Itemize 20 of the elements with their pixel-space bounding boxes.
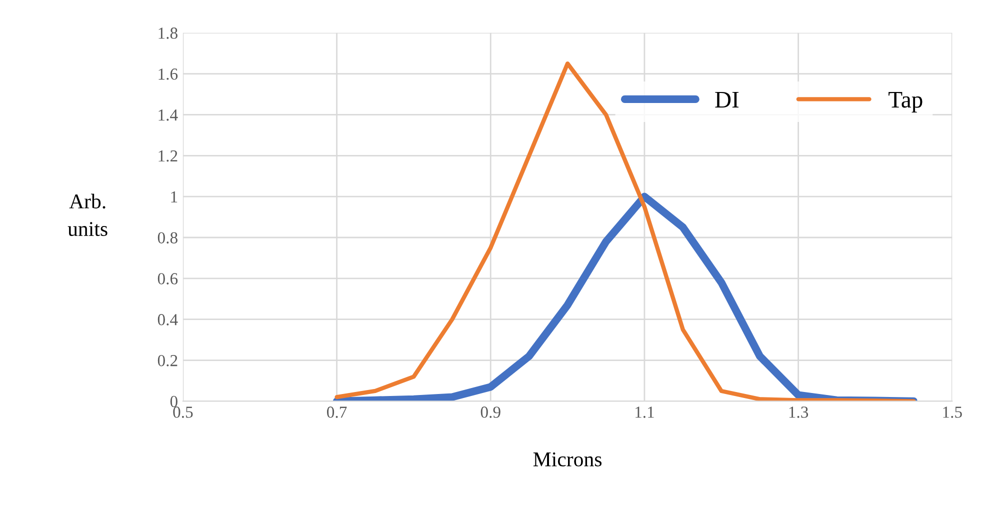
y-tick-label: 0 — [170, 396, 178, 408]
y-tick-label: 0.8 — [158, 232, 178, 244]
x-tick-label: 0.9 — [480, 406, 500, 418]
x-tick-label: 0.7 — [327, 406, 347, 418]
x-tick-label: 1.5 — [943, 406, 962, 418]
x-axis-title: Microns — [533, 452, 602, 466]
x-tick-label: 1.3 — [789, 406, 808, 418]
y-tick-label: 1.6 — [158, 68, 178, 80]
x-tick-label: 1.1 — [636, 406, 654, 418]
y-tick-label: 0.2 — [158, 354, 178, 366]
y-axis-title: Arb. units — [68, 194, 108, 236]
legend-label: DI — [715, 92, 739, 108]
x-tick-label: 0.5 — [173, 406, 193, 418]
y-tick-label: 1 — [171, 191, 178, 202]
y-tick-label: 0.6 — [158, 273, 178, 284]
legend-label: Tap — [888, 92, 922, 112]
y-tick-label: 1.8 — [158, 28, 178, 39]
y-tick-label: 1.2 — [158, 150, 178, 162]
y-tick-label: 0.4 — [158, 314, 178, 326]
y-tick-label: 1.4 — [158, 109, 178, 121]
